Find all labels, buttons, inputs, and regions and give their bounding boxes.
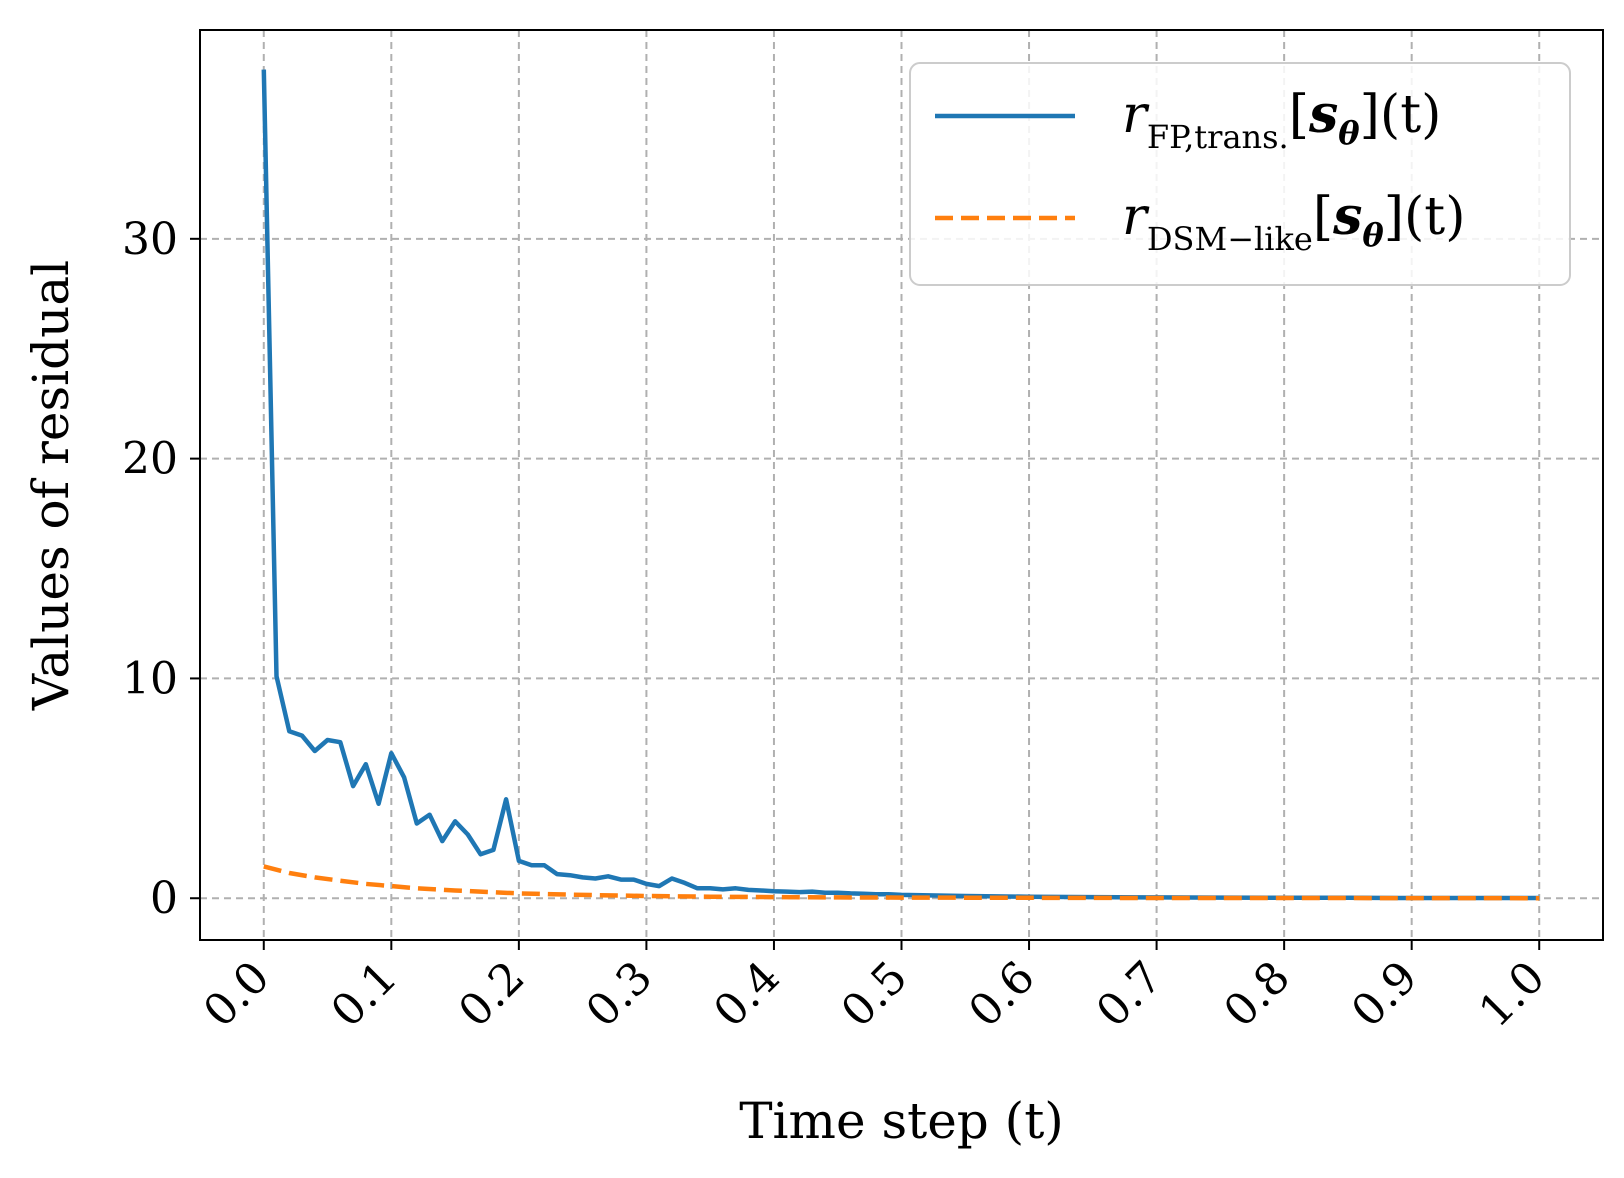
y-tick-label: 20 — [122, 434, 178, 485]
y-tick-label: 10 — [122, 653, 178, 704]
grid-lines — [200, 30, 1603, 940]
legend-entry-dsm-like: rDSM−like[sθ](t) — [1122, 186, 1466, 258]
legend-dsm-close: ](t) — [1384, 187, 1466, 247]
x-axis-label: Time step (t) — [739, 1092, 1064, 1150]
legend-fp-close: ](t) — [1360, 85, 1442, 145]
y-tick-label: 30 — [122, 214, 178, 265]
y-tick-label: 0 — [150, 873, 178, 924]
legend-fp-bold: s — [1308, 84, 1338, 145]
legend-dsm-sub: DSM−like — [1147, 220, 1313, 258]
legend-dsm-bold: s — [1332, 186, 1362, 247]
legend-entry-fp-trans: rFP,trans.[sθ](t) — [1122, 84, 1441, 156]
series-layer — [261, 69, 1540, 901]
legend-fp-open: [ — [1289, 85, 1309, 145]
legend-fp-base: r — [1122, 85, 1150, 145]
legend-dsm-bold-sub: θ — [1362, 216, 1384, 254]
legend-fp-sub: FP,trans. — [1147, 118, 1289, 156]
legend: rFP,trans.[sθ](t) rDSM−like[sθ](t) — [909, 62, 1571, 286]
y-axis-label: Values of residual — [22, 260, 80, 711]
legend-dsm-open: [ — [1313, 187, 1333, 247]
legend-box — [909, 62, 1571, 286]
series-line-1 — [263, 864, 1540, 901]
series-line-0 — [261, 69, 1540, 901]
legend-fp-bold-sub: θ — [1338, 114, 1360, 152]
legend-dsm-base: r — [1122, 187, 1150, 247]
